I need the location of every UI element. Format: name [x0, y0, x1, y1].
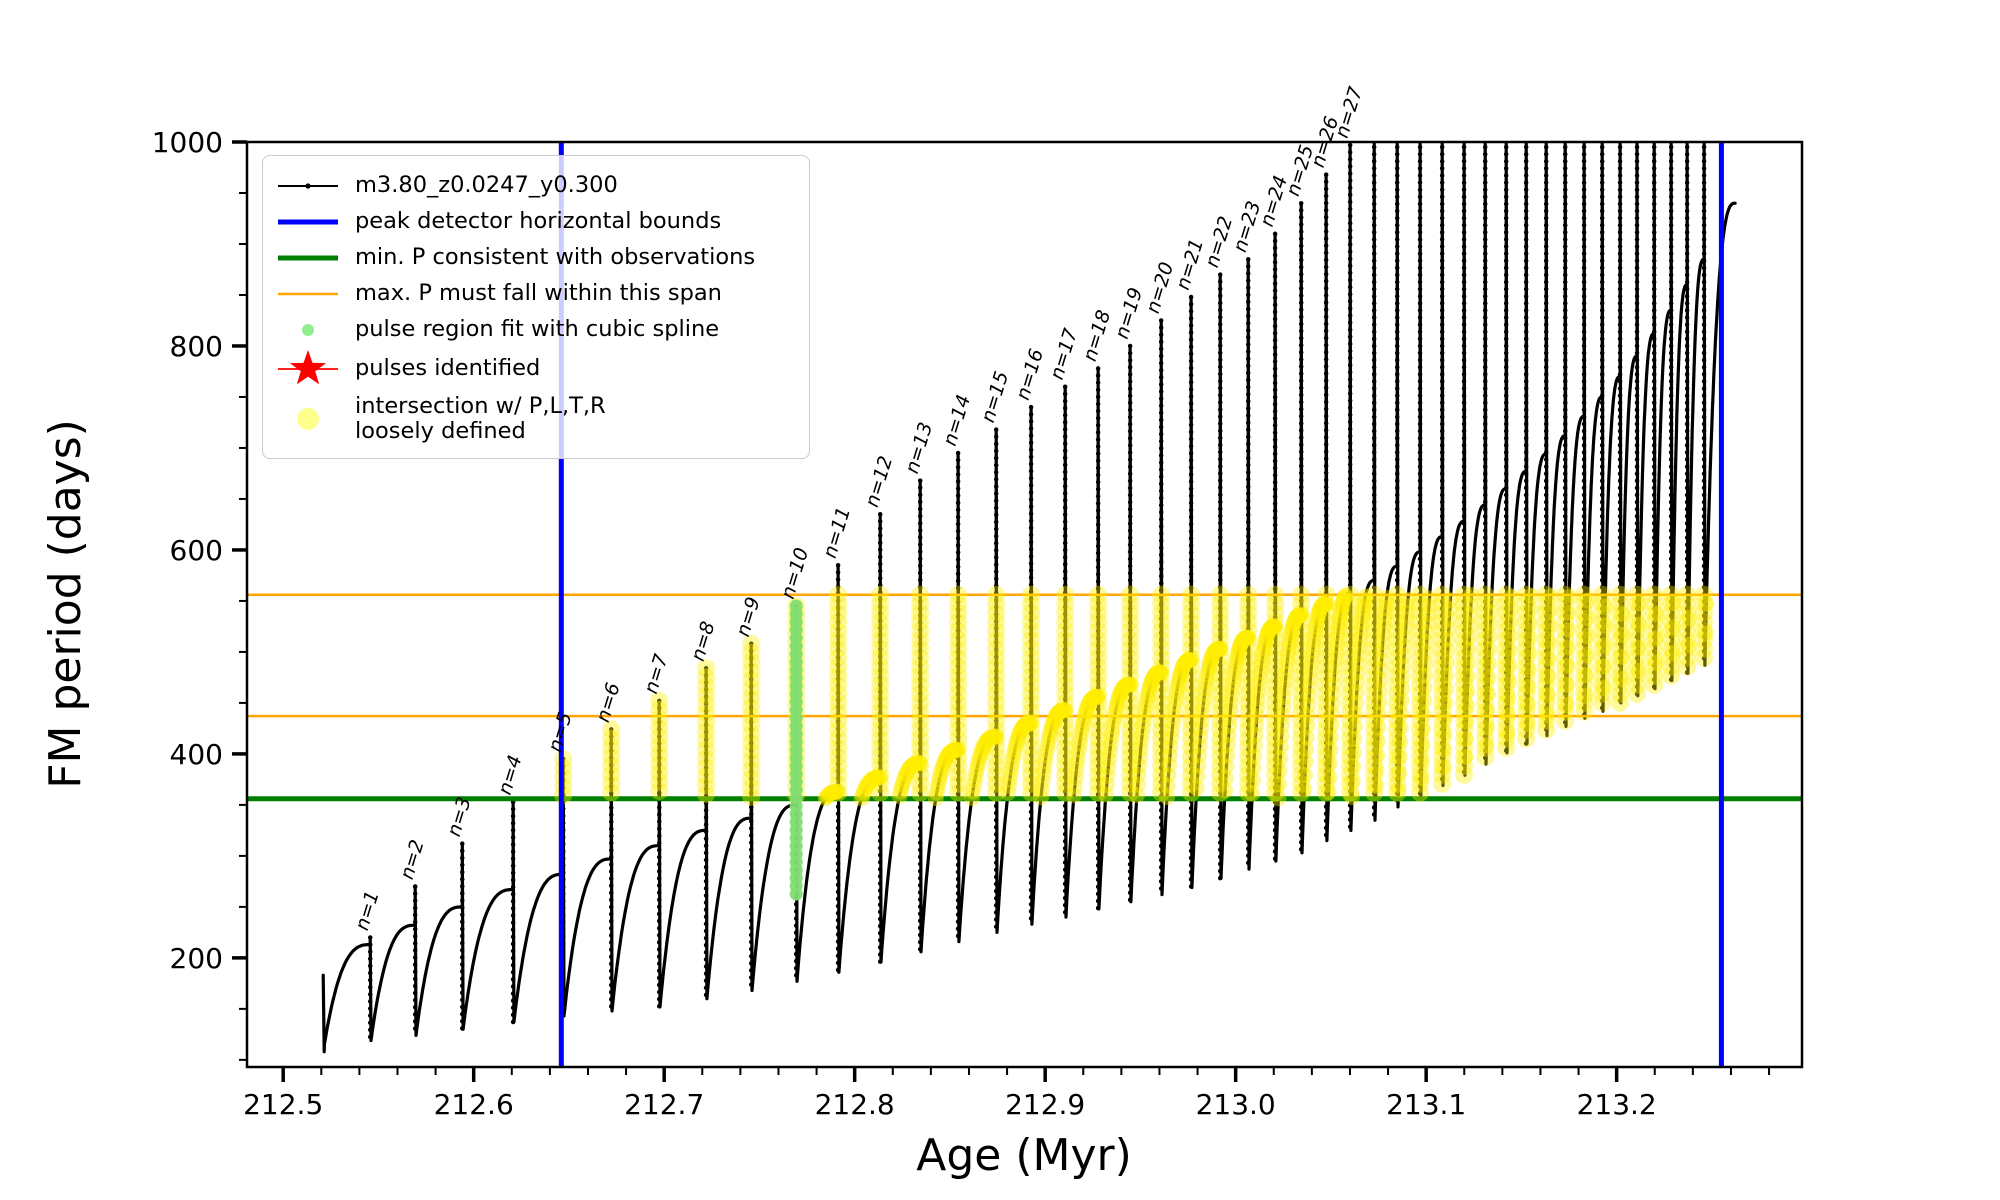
pulse-label: n=6: [592, 680, 625, 725]
pulse-label: n=14: [939, 392, 975, 448]
pulse-label: n=1: [351, 888, 384, 933]
svg-text:212.8: 212.8: [815, 1088, 895, 1121]
legend-label: min. P consistent with observations: [355, 244, 756, 271]
legend-label: peak detector horizontal bounds: [355, 208, 722, 235]
legend-item: intersection w/ P,L,T,R loosely defined: [275, 390, 795, 448]
svg-text:200: 200: [170, 942, 223, 975]
svg-text:212.7: 212.7: [624, 1088, 704, 1121]
axis-tick-labels: 212.5 212.6 212.7 212.8 212.9 213.0 213.1 213.2…: [152, 126, 1657, 1121]
legend-item: pulses identified: [275, 348, 795, 390]
svg-text:213.1: 213.1: [1386, 1088, 1466, 1121]
legend-label: m3.80_z0.0247_y0.300: [355, 172, 618, 199]
svg-text:212.6: 212.6: [434, 1088, 514, 1121]
legend-label: max. P must fall within this span: [355, 280, 722, 307]
pulse-label: n=19: [1111, 285, 1147, 341]
pulse-label: n=10: [777, 545, 813, 601]
axis-ticks: [232, 140, 1771, 1082]
svg-text:1000: 1000: [152, 126, 223, 159]
pulse-label: n=20: [1142, 260, 1178, 316]
pulse-label: n=9: [732, 594, 765, 639]
line-sample-icon: [275, 276, 341, 312]
legend-item: max. P must fall within this span: [275, 276, 795, 312]
legend-label: intersection w/ P,L,T,R loosely defined: [355, 392, 606, 444]
plot-frame: [245, 140, 1804, 1069]
pulse-label: n=2: [396, 837, 429, 882]
line-sample-icon: [275, 240, 341, 276]
svg-text:213.0: 213.0: [1196, 1088, 1276, 1121]
pulse-label: n=12: [861, 453, 897, 509]
x-axis-label: Age (Myr): [916, 1130, 1132, 1181]
yellow-intersection-markers: [554, 585, 1715, 807]
legend-label: pulse region fit with cubic spline: [355, 316, 720, 343]
legend-item: peak detector horizontal bounds: [275, 204, 795, 240]
y-axis-label: FM period (days): [40, 419, 91, 789]
pulse-label: n=13: [901, 420, 937, 476]
green-pulse-region-markers: [789, 599, 803, 901]
legend-label: pulses identified: [355, 355, 541, 382]
svg-text:213.2: 213.2: [1577, 1088, 1657, 1121]
pulse-label: n=16: [1012, 346, 1048, 402]
star-icon: [275, 350, 341, 387]
marker-dot-icon: [275, 401, 341, 437]
pulse-label: n=4: [494, 753, 527, 798]
pulse-label: n=27: [1331, 84, 1367, 140]
pulse-label: n=15: [977, 369, 1013, 425]
pulse-label: n=11: [819, 504, 855, 560]
marker-dot-icon: [275, 312, 341, 348]
pulse-label: n=8: [687, 619, 720, 664]
pulse-label: n=7: [640, 652, 673, 697]
svg-text:212.9: 212.9: [1005, 1088, 1085, 1121]
svg-text:212.5: 212.5: [243, 1088, 323, 1121]
evolution-track: [321, 142, 1737, 1054]
guide-lines: [247, 593, 1802, 802]
legend-item: min. P consistent with observations: [275, 240, 795, 276]
legend-item: m3.80_z0.0247_y0.300: [275, 168, 795, 204]
svg-text:600: 600: [170, 534, 223, 567]
pulse-label: n=17: [1046, 326, 1082, 382]
svg-text:400: 400: [170, 738, 223, 771]
legend-item: pulse region fit with cubic spline: [275, 312, 795, 348]
line-sample-icon: [275, 204, 341, 240]
pulse-label: n=18: [1079, 308, 1115, 364]
line-sample-icon: [275, 168, 341, 204]
svg-text:800: 800: [170, 330, 223, 363]
